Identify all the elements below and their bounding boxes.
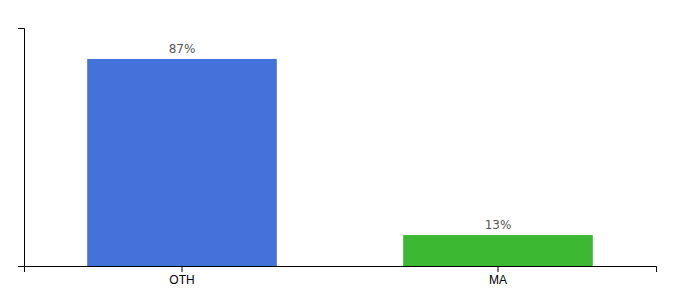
x-tick-mark	[498, 266, 499, 272]
x-tick: MA	[489, 266, 507, 287]
data-labels: 87% 13%	[169, 42, 512, 232]
chart-container: OTH MA 87% 13%	[0, 0, 680, 300]
data-label: 87%	[169, 42, 196, 56]
x-tick: OTH	[169, 266, 194, 287]
bar	[87, 59, 277, 266]
x-tick-mark	[182, 266, 183, 272]
y-axis-line	[18, 29, 25, 267]
plot-area: OTH MA 87% 13%	[18, 29, 657, 287]
bar	[403, 235, 593, 266]
x-tick-label: OTH	[169, 273, 194, 287]
chart-svg: OTH MA 87% 13%	[0, 0, 680, 300]
data-label: 13%	[485, 218, 512, 232]
x-axis: OTH MA	[25, 266, 657, 287]
y-axis	[18, 29, 25, 267]
bars	[87, 59, 593, 266]
x-axis-line	[25, 267, 657, 273]
x-tick-label: MA	[489, 273, 507, 287]
